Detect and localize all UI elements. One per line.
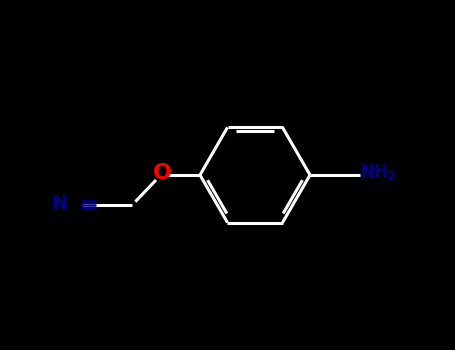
Text: O: O bbox=[152, 163, 172, 183]
Text: 2: 2 bbox=[387, 170, 396, 183]
Text: NH: NH bbox=[361, 163, 389, 181]
Text: N: N bbox=[51, 194, 67, 213]
